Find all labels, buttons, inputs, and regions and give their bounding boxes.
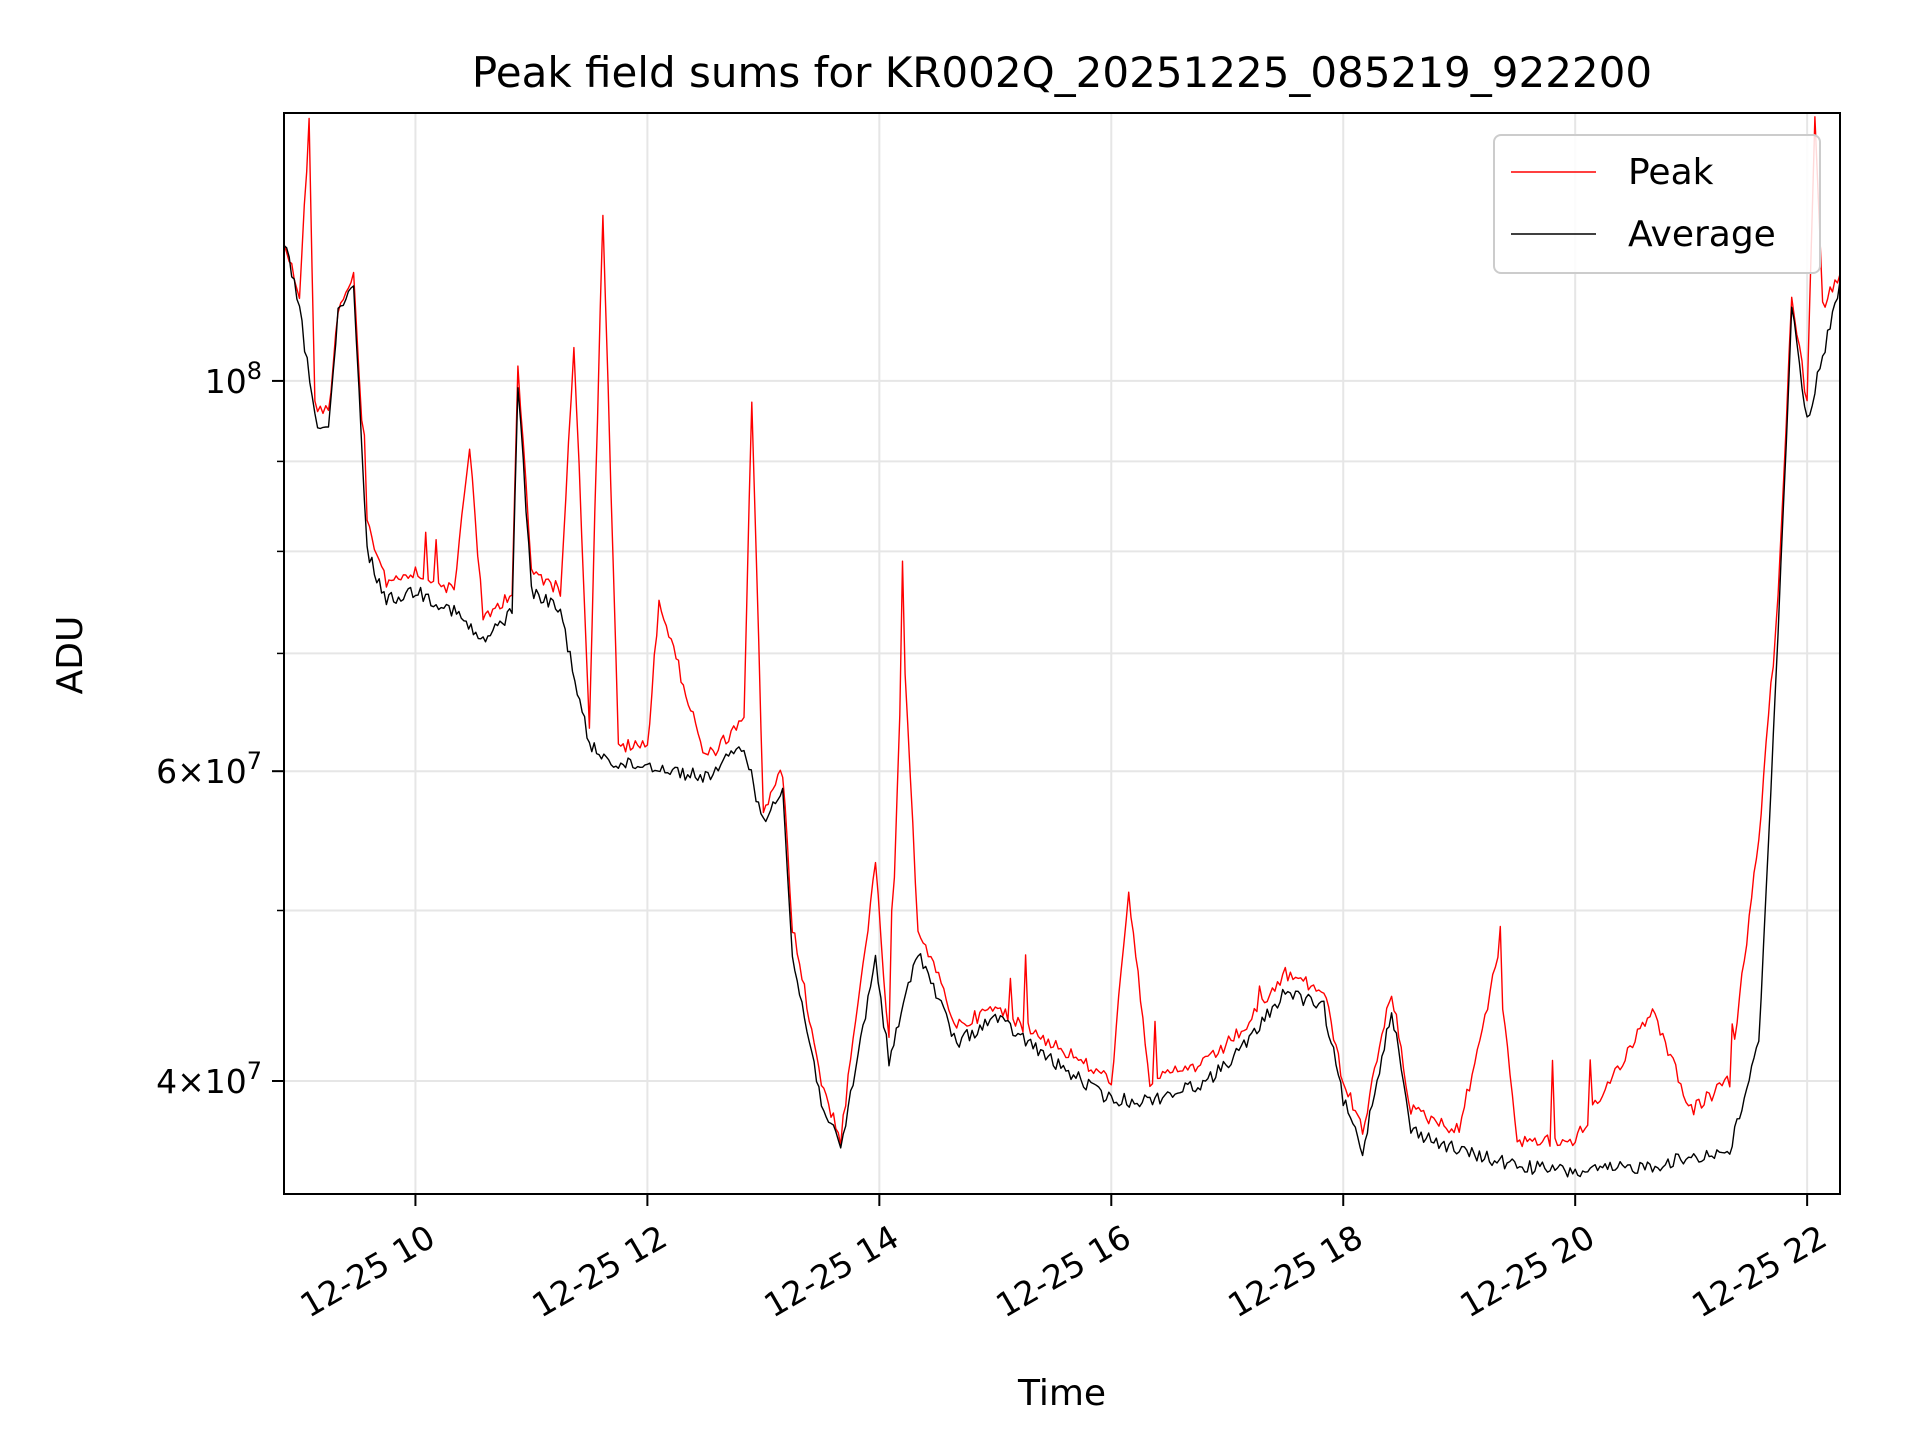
y-tick-exponent: 7 — [247, 1057, 262, 1085]
series-layer — [283, 116, 1841, 1178]
legend-label-average: Average — [1628, 214, 1776, 255]
y-tick-mantissa: 4 — [156, 1062, 177, 1101]
y-tick-times: ×10 — [177, 1062, 247, 1101]
y-tick-exponent: 7 — [247, 747, 262, 775]
y-tick-base: 10 — [205, 362, 247, 401]
y-axis-label: ADU — [50, 616, 91, 695]
y-tick-label: 6×107 — [156, 747, 262, 791]
y-tick-times: ×10 — [177, 752, 247, 791]
y-tick-label: 108 — [205, 357, 262, 401]
series-line-average — [283, 245, 1841, 1178]
legend-box — [1493, 134, 1821, 274]
legend: Peak Average — [1493, 134, 1821, 274]
series-line-peak — [283, 116, 1841, 1148]
legend-label-peak: Peak — [1628, 152, 1714, 193]
y-tick-exponent: 8 — [247, 357, 262, 385]
y-tick-label: 4×107 — [156, 1057, 262, 1101]
x-axis-label: Time — [1017, 1373, 1106, 1414]
chart-title: Peak field sums for KR002Q_20251225_0852… — [472, 48, 1652, 97]
y-tick-mantissa: 6 — [156, 752, 177, 791]
grid — [284, 113, 1840, 1194]
